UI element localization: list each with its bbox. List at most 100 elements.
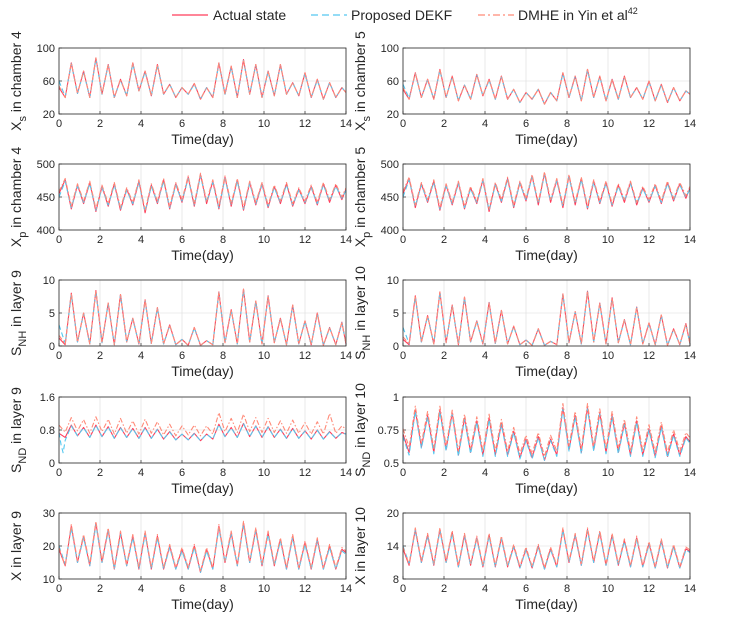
x-tick-label: 8 — [220, 467, 226, 479]
y-tick-label: 20 — [43, 109, 55, 121]
y-axis-label-rest: in layer 10 — [352, 383, 368, 452]
panel-5: 0 2 4 6 8 10 12 14 0 5 10 Time(day) SNH in layer 9 — [8, 270, 352, 379]
series-group — [403, 527, 690, 570]
x-tick-label: 0 — [56, 234, 62, 246]
y-tick-label: 0.5 — [384, 458, 399, 470]
series-group — [59, 520, 346, 573]
x-tick-label: 6 — [523, 350, 529, 362]
y-tick-label: 20 — [43, 541, 55, 553]
x-tick-label: 12 — [299, 467, 311, 479]
x-tick-label: 2 — [441, 467, 447, 479]
y-tick-label: 10 — [387, 275, 399, 287]
y-tick-label: 500 — [381, 159, 399, 171]
x-tick-label: 2 — [441, 234, 447, 246]
y-tick-label: 100 — [381, 43, 399, 55]
y-axis-label-subscript: NH — [17, 331, 29, 347]
x-tick-label: 8 — [220, 350, 226, 362]
y-tick-label: 14 — [387, 541, 399, 553]
x-tick-label: 6 — [523, 467, 529, 479]
series-group — [59, 288, 346, 346]
y-axis-label-main: X in layer 10 — [352, 507, 368, 585]
series-line-proposed-dekf — [59, 423, 346, 454]
series-line-dmhe-in-yin-et-al — [59, 520, 346, 572]
legend-label-dmhe-sup: 42 — [628, 6, 638, 16]
y-axis-label-subscript: p — [361, 232, 373, 238]
series-group — [403, 290, 690, 346]
x-tick-label: 0 — [56, 467, 62, 479]
y-axis-label-main: X — [352, 121, 368, 131]
x-tick-label: 6 — [179, 118, 185, 130]
x-tick-label: 12 — [643, 118, 655, 130]
x-tick-label: 6 — [179, 350, 185, 362]
x-axis-label: Time(day) — [171, 131, 234, 147]
axes-frame — [402, 47, 691, 115]
legend-label-dekf: Proposed DEKF — [351, 7, 452, 23]
series-group — [403, 171, 690, 213]
y-axis-label: Xp in chamber 4 — [8, 147, 29, 248]
x-tick-label: 2 — [97, 350, 103, 362]
x-tick-label: 2 — [441, 350, 447, 362]
series-group — [403, 403, 690, 461]
series-line-dmhe-in-yin-et-al — [403, 527, 690, 569]
x-tick-label: 14 — [340, 467, 352, 479]
y-axis-label-main: S — [8, 464, 24, 473]
y-axis-label-rest: in chamber 4 — [8, 31, 24, 116]
axes-frame — [58, 396, 347, 464]
y-tick-label: 1 — [393, 392, 399, 404]
y-tick-label: 450 — [381, 192, 399, 204]
y-axis-label-main: X — [8, 237, 24, 247]
y-tick-label: 8 — [393, 574, 399, 586]
x-tick-label: 10 — [258, 583, 270, 595]
y-tick-label: 60 — [43, 76, 55, 88]
y-axis-label-main: S — [8, 347, 24, 356]
x-axis-label: Time(day) — [515, 131, 578, 147]
y-axis-label-subscript: p — [17, 232, 29, 238]
panel-1: 0 2 4 6 8 10 12 14 20 60 100 Time(day) Xs in chamber… — [8, 31, 352, 147]
series-line-dmhe-in-yin-et-al — [59, 288, 346, 346]
x-tick-label: 14 — [684, 234, 696, 246]
y-axis-label-rest: in layer 10 — [352, 266, 368, 335]
y-tick-label: 500 — [37, 159, 55, 171]
x-axis-label: Time(day) — [515, 247, 578, 263]
y-tick-label: 400 — [37, 225, 55, 237]
x-tick-label: 8 — [220, 234, 226, 246]
series-group — [59, 172, 346, 214]
series-group — [59, 57, 346, 100]
y-axis-label: SNH in layer 9 — [8, 270, 29, 356]
x-tick-label: 2 — [97, 583, 103, 595]
y-tick-label: 10 — [43, 574, 55, 586]
x-tick-label: 2 — [97, 118, 103, 130]
y-axis-label-main: X — [8, 121, 24, 131]
y-axis-label-rest: in chamber 4 — [8, 147, 24, 232]
legend-label-actual: Actual state — [213, 7, 286, 23]
x-tick-label: 12 — [643, 467, 655, 479]
x-tick-label: 6 — [179, 583, 185, 595]
x-tick-label: 10 — [258, 467, 270, 479]
x-axis-label: Time(day) — [515, 596, 578, 612]
x-axis-label: Time(day) — [515, 363, 578, 379]
x-tick-label: 4 — [138, 583, 144, 595]
panel-6: 0 2 4 6 8 10 12 14 0 5 10 Time(day) SNH in layer 10 — [352, 266, 696, 379]
x-tick-label: 8 — [220, 118, 226, 130]
x-tick-label: 0 — [400, 118, 406, 130]
y-tick-label: 10 — [43, 275, 55, 287]
y-axis-label-subscript: NH — [361, 335, 373, 351]
y-axis-label-rest: in layer 9 — [8, 270, 24, 331]
x-tick-label: 4 — [482, 467, 488, 479]
series-line-dmhe-in-yin-et-al — [403, 290, 690, 346]
x-tick-label: 10 — [602, 234, 614, 246]
x-tick-label: 0 — [400, 583, 406, 595]
series-line-dmhe-in-yin-et-al — [59, 57, 346, 100]
series-group — [59, 412, 346, 454]
y-tick-label: 20 — [387, 508, 399, 520]
axes-frame — [402, 396, 691, 464]
x-tick-label: 4 — [138, 118, 144, 130]
y-axis-label: Xs in chamber 5 — [352, 31, 373, 131]
y-axis-label: SNH in layer 10 — [352, 266, 373, 360]
y-tick-label: 100 — [37, 43, 55, 55]
x-tick-label: 12 — [299, 234, 311, 246]
x-tick-label: 4 — [482, 118, 488, 130]
x-axis-label: Time(day) — [171, 480, 234, 496]
x-tick-label: 0 — [400, 234, 406, 246]
x-tick-label: 6 — [179, 467, 185, 479]
